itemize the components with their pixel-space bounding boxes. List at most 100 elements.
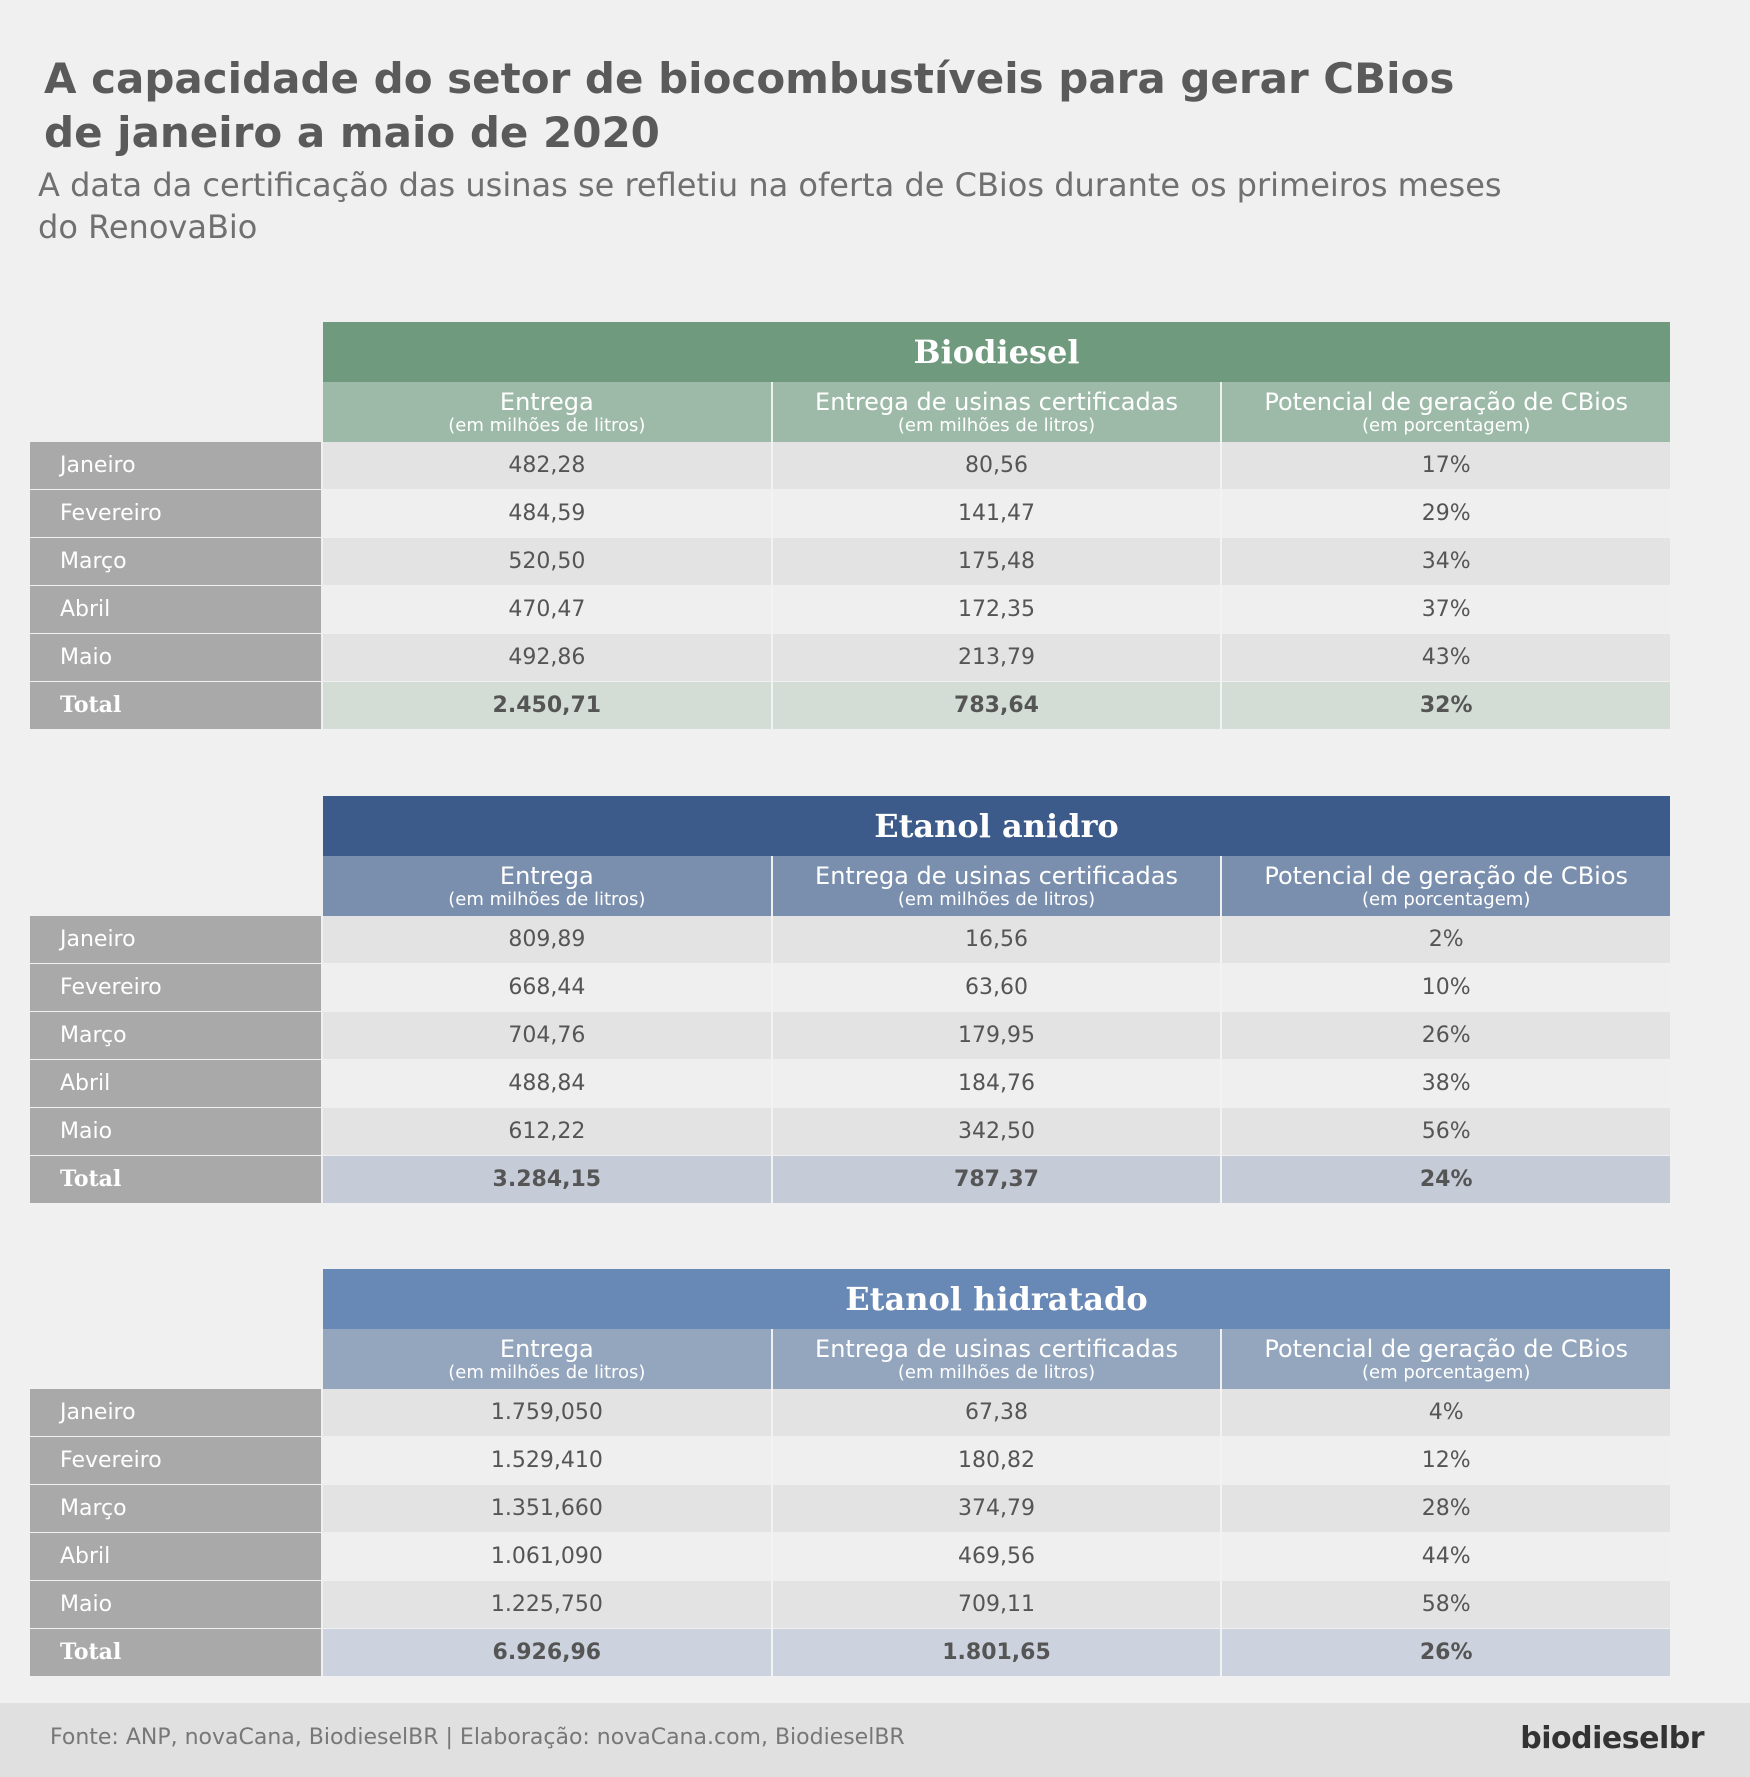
column-header-unit: (em milhões de litros) xyxy=(897,1362,1096,1383)
row-label: Janeiro xyxy=(30,1389,321,1436)
table-cell: 34% xyxy=(1220,538,1670,585)
column-header: Entrega (em milhões de litros) xyxy=(323,382,771,442)
table-cell: 783,64 xyxy=(770,682,1221,729)
table-row: Abril 470,47 172,35 37% xyxy=(30,586,1670,633)
table-cell: 28% xyxy=(1220,1485,1670,1532)
column-headers: Entrega (em milhões de litros) Entrega de … xyxy=(323,1329,1671,1389)
column-headers: Entrega (em milhões de litros) Entrega de … xyxy=(323,382,1671,442)
column-header: Entrega (em milhões de litros) xyxy=(323,856,771,916)
row-label: Abril xyxy=(30,1060,321,1107)
column-header-label: Entrega de usinas certificadas xyxy=(815,388,1178,416)
table-cell: 492,86 xyxy=(508,645,586,670)
column-header-label: Potencial de geração de CBios xyxy=(1264,862,1629,890)
table-cell: 469,56 xyxy=(770,1533,1221,1580)
column-header-label: Entrega xyxy=(499,1335,594,1363)
row-label: Março xyxy=(30,538,321,585)
row-label: Total xyxy=(30,1156,321,1203)
table-cell: 141,47 xyxy=(770,490,1221,537)
column-header: Potencial de geração de CBios (em porcent… xyxy=(1220,856,1671,916)
footer: Fonte: ANP, novaCana, BiodieselBR | Elab… xyxy=(0,1703,1750,1777)
column-header-unit: (em porcentagem) xyxy=(1362,415,1531,436)
column-header-unit: (em porcentagem) xyxy=(1362,1362,1531,1383)
table-row: Maio 492,86 213,79 43% xyxy=(30,634,1670,681)
column-header: Entrega (em milhões de litros) xyxy=(323,1329,771,1389)
total-row: Total 3.284,15 787,37 24% xyxy=(30,1156,1670,1203)
page-title: A capacidade do setor de biocombustíveis… xyxy=(44,54,1455,157)
table-cell: 37% xyxy=(1220,586,1670,633)
table-row: Fevereiro 668,44 63,60 10% xyxy=(30,964,1670,1011)
source-note: Fonte: ANP, novaCana, BiodieselBR | Elab… xyxy=(50,1725,905,1750)
table-cell: 26% xyxy=(1220,1012,1670,1059)
column-headers: Entrega (em milhões de litros) Entrega de … xyxy=(323,856,1671,916)
table-row: Março 1.351,660 374,79 28% xyxy=(30,1485,1670,1532)
table-cell: 180,82 xyxy=(770,1437,1221,1484)
table-cell: 809,89 xyxy=(508,927,586,952)
column-header-unit: (em milhões de litros) xyxy=(897,415,1096,436)
table-cell: 58% xyxy=(1220,1581,1670,1628)
row-label: Maio xyxy=(30,1581,321,1628)
table-cell: 668,44 xyxy=(508,975,586,1000)
table-cell: 213,79 xyxy=(770,634,1221,681)
column-header-unit: (em milhões de litros) xyxy=(897,889,1096,910)
column-header-label: Entrega xyxy=(499,388,594,416)
row-label: Maio xyxy=(30,1108,321,1155)
column-header-label: Entrega de usinas certificadas xyxy=(815,1335,1178,1363)
table-cell: 787,37 xyxy=(770,1156,1221,1203)
column-header: Entrega de usinas certificadas (em milhõe… xyxy=(770,1329,1221,1389)
table-cell: 3.284,15 xyxy=(492,1167,602,1192)
table-row: Fevereiro 484,59 141,47 29% xyxy=(30,490,1670,537)
table-cell: 24% xyxy=(1220,1156,1670,1203)
table-cell: 704,76 xyxy=(508,1023,586,1048)
table-cell: 1.351,660 xyxy=(490,1496,603,1521)
page-subtitle: A data da certificação das usinas se ref… xyxy=(38,166,1502,246)
table-row: Janeiro 809,89 16,56 2% xyxy=(30,916,1670,963)
table-row: Abril 488,84 184,76 38% xyxy=(30,1060,1670,1107)
table-title: Etanol anidro xyxy=(323,796,1670,856)
table-cell: 63,60 xyxy=(770,964,1221,1011)
table-cell: 520,50 xyxy=(508,549,586,574)
table-block: Etanol hidratado Entrega (em milhões de li… xyxy=(30,1269,1671,1676)
table-cell: 38% xyxy=(1220,1060,1670,1107)
table-cell: 175,48 xyxy=(770,538,1221,585)
row-label: Janeiro xyxy=(30,442,321,489)
table-cell: 342,50 xyxy=(770,1108,1221,1155)
table-cell: 374,79 xyxy=(770,1485,1221,1532)
table-cell: 17% xyxy=(1220,442,1670,489)
row-label: Maio xyxy=(30,634,321,681)
total-row: Total 6.926,96 1.801,65 26% xyxy=(30,1629,1670,1676)
row-label: Abril xyxy=(30,586,321,633)
table-cell: 80,56 xyxy=(770,442,1221,489)
table-row: Fevereiro 1.529,410 180,82 12% xyxy=(30,1437,1670,1484)
table-cell: 32% xyxy=(1220,682,1670,729)
table-cell: 709,11 xyxy=(770,1581,1221,1628)
table-cell: 56% xyxy=(1220,1108,1670,1155)
table-title: Biodiesel xyxy=(323,322,1670,382)
row-label: Abril xyxy=(30,1533,321,1580)
table-cell: 6.926,96 xyxy=(492,1640,602,1665)
table-cell: 4% xyxy=(1220,1389,1670,1436)
table-block: Etanol anidro Entrega (em milhões de litro… xyxy=(30,796,1671,1203)
table-block: Biodiesel Entrega (em milhões de litros) En… xyxy=(30,322,1671,729)
row-label: Março xyxy=(30,1012,321,1059)
total-row: Total 2.450,71 783,64 32% xyxy=(30,682,1670,729)
column-header: Entrega de usinas certificadas (em milhõe… xyxy=(770,856,1221,916)
table-cell: 1.801,65 xyxy=(770,1629,1221,1676)
table-row: Janeiro 1.759,050 67,38 4% xyxy=(30,1389,1670,1436)
table-cell: 26% xyxy=(1220,1629,1670,1676)
column-header-label: Potencial de geração de CBios xyxy=(1264,388,1629,416)
row-label: Fevereiro xyxy=(30,490,321,537)
row-label: Total xyxy=(30,682,321,729)
table-row: Maio 1.225,750 709,11 58% xyxy=(30,1581,1670,1628)
column-header-unit: (em porcentagem) xyxy=(1362,889,1531,910)
row-label: Janeiro xyxy=(30,916,321,963)
table-cell: 2% xyxy=(1220,916,1670,963)
row-label: Fevereiro xyxy=(30,1437,321,1484)
table-cell: 10% xyxy=(1220,964,1670,1011)
column-header-label: Entrega de usinas certificadas xyxy=(815,862,1178,890)
column-header: Entrega de usinas certificadas (em milhõe… xyxy=(770,382,1221,442)
table-cell: 470,47 xyxy=(508,597,586,622)
table-row: Maio 612,22 342,50 56% xyxy=(30,1108,1670,1155)
table-cell: 2.450,71 xyxy=(492,693,602,718)
table-cell: 16,56 xyxy=(770,916,1221,963)
table-cell: 612,22 xyxy=(508,1119,586,1144)
